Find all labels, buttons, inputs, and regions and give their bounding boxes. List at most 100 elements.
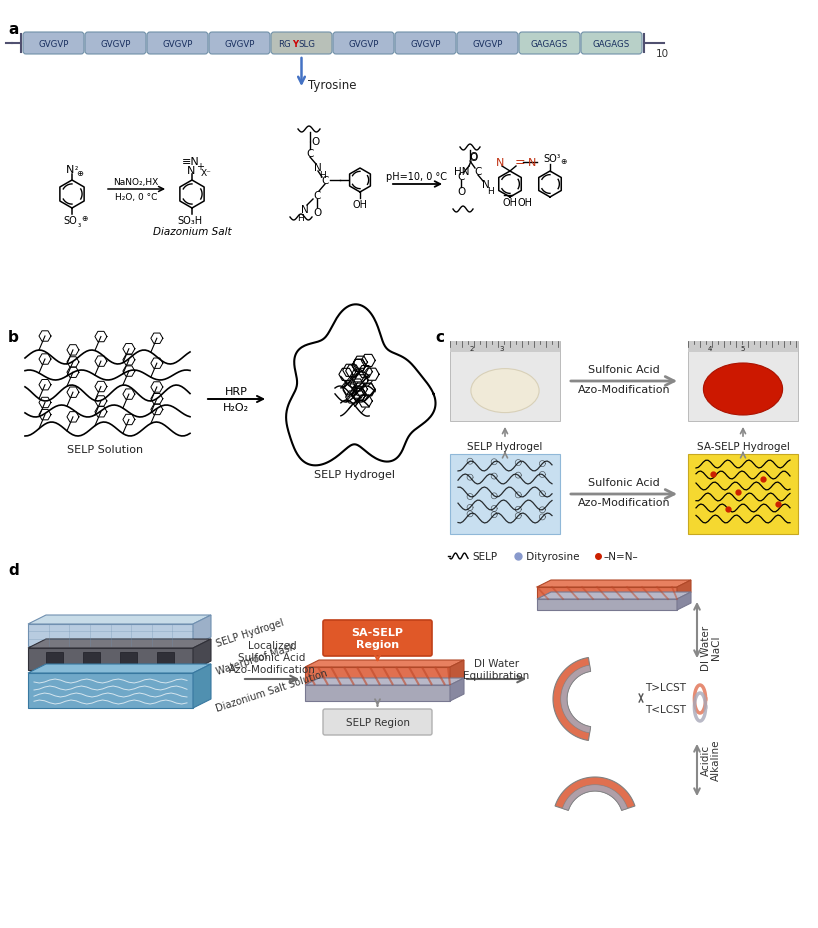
Text: GVGVP: GVGVP xyxy=(411,40,441,48)
Text: H: H xyxy=(298,213,304,223)
Text: 2: 2 xyxy=(470,345,474,352)
Polygon shape xyxy=(677,592,691,611)
Text: H: H xyxy=(319,171,326,179)
Text: GAGAGS: GAGAGS xyxy=(531,40,569,48)
Text: SO: SO xyxy=(543,154,557,164)
Polygon shape xyxy=(305,685,450,702)
Text: Azo-Modification: Azo-Modification xyxy=(578,497,670,508)
FancyBboxPatch shape xyxy=(271,33,332,55)
FancyBboxPatch shape xyxy=(323,620,432,656)
Polygon shape xyxy=(305,661,464,667)
Text: OH: OH xyxy=(518,198,533,208)
Text: C: C xyxy=(313,191,321,200)
Text: SO: SO xyxy=(63,216,77,226)
Polygon shape xyxy=(553,658,591,741)
Text: H: H xyxy=(487,187,493,195)
Text: DI Water: DI Water xyxy=(701,625,711,670)
Text: N: N xyxy=(528,158,536,168)
Polygon shape xyxy=(28,649,193,670)
Text: HN: HN xyxy=(454,167,470,177)
Text: NaCl: NaCl xyxy=(711,635,721,660)
Text: GVGVP: GVGVP xyxy=(38,40,69,48)
Text: N: N xyxy=(314,162,321,173)
Text: GVGVP: GVGVP xyxy=(224,40,254,48)
Text: GAGAGS: GAGAGS xyxy=(593,40,630,48)
Text: ⊕: ⊕ xyxy=(81,213,88,223)
Text: 10: 10 xyxy=(656,49,669,59)
Text: Sulfonic Acid: Sulfonic Acid xyxy=(588,478,660,487)
Bar xyxy=(450,342,560,353)
Bar xyxy=(688,342,798,353)
FancyBboxPatch shape xyxy=(457,33,518,55)
Bar xyxy=(157,652,174,666)
Polygon shape xyxy=(193,664,211,708)
Ellipse shape xyxy=(703,364,783,416)
Text: pH=10, 0 °C: pH=10, 0 °C xyxy=(386,172,447,182)
Bar xyxy=(688,455,798,535)
Text: 4: 4 xyxy=(708,345,712,352)
Polygon shape xyxy=(28,625,193,646)
Polygon shape xyxy=(450,661,464,685)
Polygon shape xyxy=(28,639,211,649)
Text: N: N xyxy=(187,166,196,175)
Text: OH: OH xyxy=(353,200,367,210)
FancyBboxPatch shape xyxy=(395,33,456,55)
Text: O: O xyxy=(311,136,319,147)
Polygon shape xyxy=(537,599,677,611)
Text: Diazonium Salt: Diazonium Salt xyxy=(153,226,231,237)
Text: DI Water
Equilibration: DI Water Equilibration xyxy=(463,659,529,680)
FancyBboxPatch shape xyxy=(581,33,642,55)
Polygon shape xyxy=(193,615,211,646)
FancyBboxPatch shape xyxy=(23,33,84,55)
Text: SELP Region: SELP Region xyxy=(345,717,410,728)
Polygon shape xyxy=(450,678,464,702)
Text: SO₃H: SO₃H xyxy=(178,216,203,226)
Text: =: = xyxy=(515,156,525,169)
Polygon shape xyxy=(537,592,691,599)
Text: a: a xyxy=(8,22,18,37)
Text: O: O xyxy=(470,153,479,162)
Polygon shape xyxy=(193,639,211,670)
FancyBboxPatch shape xyxy=(85,33,146,55)
Bar xyxy=(450,455,560,535)
Text: GVGVP: GVGVP xyxy=(162,40,193,48)
Text: GVGVP: GVGVP xyxy=(101,40,131,48)
Text: d: d xyxy=(8,562,19,577)
Text: ₃: ₃ xyxy=(556,150,560,160)
Text: O: O xyxy=(470,152,479,161)
Text: SA-SELP Hydrogel: SA-SELP Hydrogel xyxy=(697,442,789,452)
Text: GVGVP: GVGVP xyxy=(348,40,379,48)
Text: ≡N: ≡N xyxy=(182,157,200,167)
Polygon shape xyxy=(28,664,211,674)
Text: b: b xyxy=(8,329,19,344)
Text: RG: RG xyxy=(278,40,290,48)
Text: SELP Solution: SELP Solution xyxy=(67,445,143,455)
Text: Sulfonic Acid: Sulfonic Acid xyxy=(588,365,660,375)
Text: 3: 3 xyxy=(500,345,504,352)
Polygon shape xyxy=(28,674,193,708)
Text: X⁻: X⁻ xyxy=(200,168,211,177)
Text: NaNO₂,HX: NaNO₂,HX xyxy=(114,177,159,187)
Text: Localized
Sulfonic Acid
Azo-Modification: Localized Sulfonic Acid Azo-Modification xyxy=(228,640,316,674)
Text: ₂: ₂ xyxy=(74,162,78,172)
Text: ⊕: ⊕ xyxy=(560,156,566,165)
Text: Tyrosine: Tyrosine xyxy=(308,78,356,91)
Text: Acidic: Acidic xyxy=(701,743,711,775)
Polygon shape xyxy=(305,667,450,685)
Text: N: N xyxy=(301,205,309,214)
Text: SELP: SELP xyxy=(472,551,497,561)
Text: ⊕: ⊕ xyxy=(77,168,83,177)
Polygon shape xyxy=(677,580,691,599)
Text: C: C xyxy=(321,175,329,186)
Text: C: C xyxy=(457,172,465,182)
FancyBboxPatch shape xyxy=(209,33,270,55)
Polygon shape xyxy=(28,615,211,625)
FancyBboxPatch shape xyxy=(323,709,432,735)
Polygon shape xyxy=(555,777,635,810)
Text: GVGVP: GVGVP xyxy=(472,40,503,48)
Text: H₂O₂: H₂O₂ xyxy=(223,403,249,413)
Bar xyxy=(120,652,137,666)
Text: ₃: ₃ xyxy=(78,219,80,228)
FancyBboxPatch shape xyxy=(519,33,580,55)
Text: N: N xyxy=(496,158,504,168)
